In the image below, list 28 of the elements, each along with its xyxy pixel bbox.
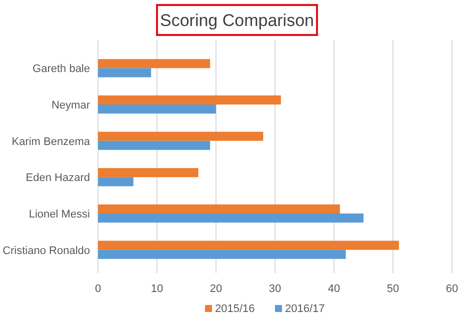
x-tick-label: 10 bbox=[150, 283, 164, 295]
y-tick-label: Neymar bbox=[51, 100, 90, 112]
chart-title: Scoring Comparison bbox=[160, 11, 314, 30]
x-tick-label: 0 bbox=[94, 283, 102, 295]
bar bbox=[98, 240, 399, 250]
bar bbox=[98, 204, 340, 214]
y-tick-label: Lionel Messi bbox=[28, 208, 90, 220]
y-tick-label: Cristiano Ronaldo bbox=[2, 244, 90, 257]
y-tick-label: Gareth bale bbox=[32, 63, 90, 76]
x-tick-label: 50 bbox=[386, 283, 400, 295]
bar bbox=[98, 177, 134, 186]
bar bbox=[98, 104, 216, 114]
bar bbox=[98, 140, 210, 150]
x-tick-label: 20 bbox=[210, 283, 222, 295]
y-tick-label: Eden Hazard bbox=[26, 172, 90, 184]
legend-label: 2015/16 bbox=[215, 303, 255, 315]
legend-label: 2016/17 bbox=[285, 303, 325, 315]
bar bbox=[98, 132, 264, 141]
x-tick-label: 60 bbox=[446, 283, 458, 295]
x-tick-label: 40 bbox=[328, 283, 340, 295]
bar bbox=[98, 68, 152, 78]
bar bbox=[98, 168, 198, 178]
x-tick-label: 30 bbox=[268, 283, 282, 295]
bar bbox=[98, 250, 346, 259]
bar bbox=[98, 59, 210, 68]
bar bbox=[98, 214, 364, 223]
y-tick-label: Karim Benzema bbox=[12, 136, 91, 148]
bar bbox=[98, 95, 281, 104]
